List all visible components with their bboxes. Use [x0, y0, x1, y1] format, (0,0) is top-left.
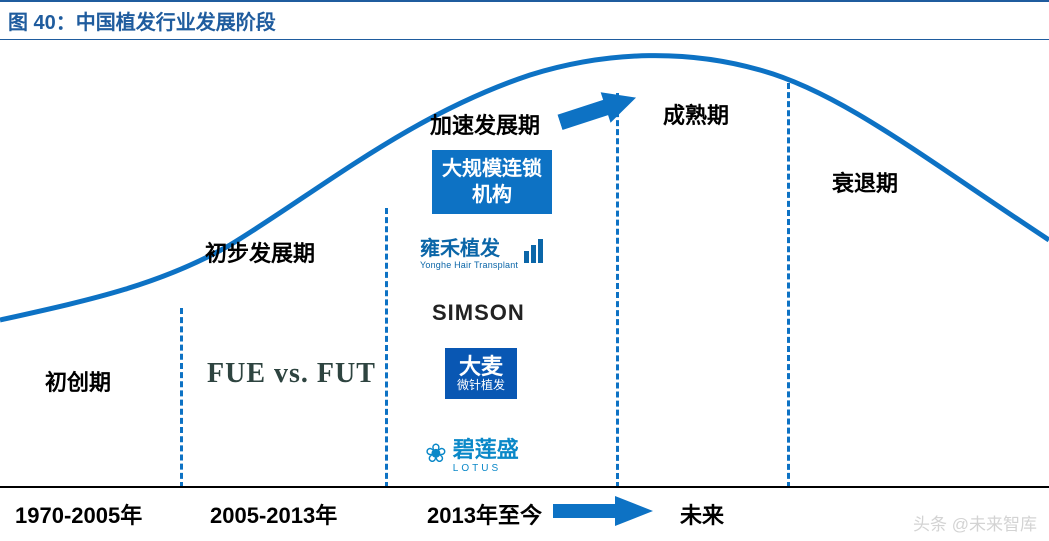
lotus-en: LOTUS: [453, 464, 519, 474]
stage-separator-3: [616, 93, 619, 488]
chart-area: 初创期 初步发展期 加速发展期 成熟期 衰退期 大规模连锁 机构 FUE vs.…: [0, 40, 1049, 488]
simson-text: SIMSON: [432, 300, 525, 326]
fue-vs-fut-label: FUE vs. FUT: [207, 358, 376, 390]
stage-label-accel-dev: 加速发展期: [430, 108, 540, 140]
lotus-flower-icon: ❀: [425, 438, 447, 469]
yonghe-bars-icon: [524, 239, 543, 263]
damai-big: 大麦: [457, 354, 505, 379]
stage-label-decline: 衰退期: [832, 166, 898, 198]
figure-title: 图 40：中国植发行业发展阶段: [0, 0, 1049, 40]
logo-yonghe: 雍禾植发 Yonghe Hair Transplant: [420, 232, 543, 270]
chain-orgs-box: 大规模连锁 机构: [432, 150, 552, 214]
period-future: 未来: [680, 498, 724, 530]
stage-separator-4: [787, 83, 790, 488]
stage-label-initial: 初创期: [45, 365, 111, 397]
watermark: 头条 @未来智库: [913, 510, 1037, 535]
chain-orgs-line1: 大规模连锁: [442, 158, 542, 180]
chain-orgs-line2: 机构: [472, 184, 512, 206]
stage-label-mature: 成熟期: [663, 98, 729, 130]
period-2013-now: 2013年至今: [427, 498, 542, 530]
yonghe-en: Yonghe Hair Transplant: [420, 261, 518, 270]
logo-damai: 大麦 微针植发: [445, 348, 517, 399]
arrow-to-future-icon: [553, 496, 653, 526]
period-2005-2013: 2005-2013年: [210, 498, 337, 530]
stage-label-early-dev: 初步发展期: [205, 236, 315, 268]
stage-separator-1: [180, 308, 183, 488]
logo-simson: SIMSON: [432, 300, 525, 326]
lotus-cn: 碧莲盛: [453, 437, 519, 462]
damai-small: 微针植发: [457, 379, 505, 393]
stage-separator-2: [385, 208, 388, 488]
logo-lotus: ❀ 碧莲盛 LOTUS: [425, 432, 519, 474]
yonghe-cn: 雍禾植发: [420, 238, 500, 260]
period-1970-2005: 1970-2005年: [15, 498, 142, 530]
timeline: 1970-2005年 2005-2013年 2013年至今 未来: [0, 488, 1049, 540]
